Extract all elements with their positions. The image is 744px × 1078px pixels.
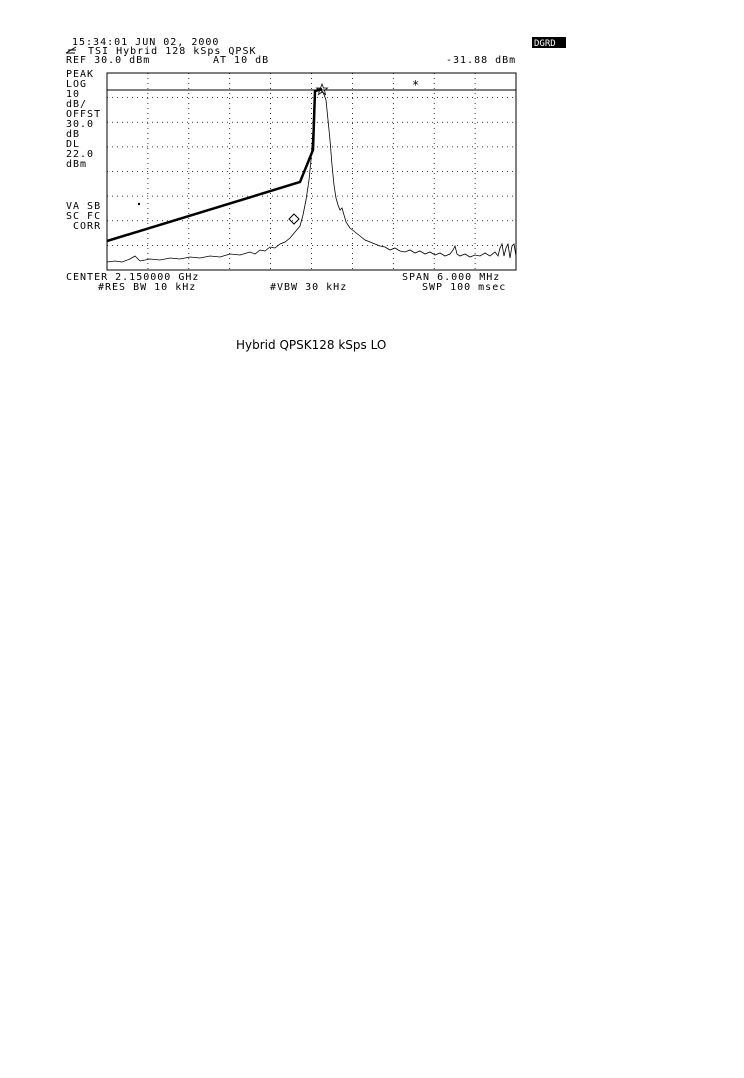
video-bandwidth: #VBW 30 kHz xyxy=(270,282,347,293)
annotation: dB/ xyxy=(66,99,87,110)
status: DGRD xyxy=(534,39,556,49)
sweep-time: SWP 100 msec xyxy=(422,282,506,293)
icon xyxy=(65,46,77,54)
annotation: 22.0 xyxy=(66,149,94,160)
annotation: dBm xyxy=(66,159,87,170)
marker-readout: -31.88 dBm xyxy=(446,55,516,66)
annotation: VA SB xyxy=(66,201,101,212)
annotation: PEAK xyxy=(66,69,94,80)
annotation: SC FC xyxy=(66,211,101,222)
caption: Hybrid QPSK128 kSps LO xyxy=(236,338,386,352)
annotation: 30.0 xyxy=(66,119,94,130)
resolution-bandwidth: #RES BW 10 kHz xyxy=(98,282,196,293)
annotation: CORR xyxy=(66,221,101,232)
attenuation: AT 10 dB xyxy=(213,55,269,66)
title: TSI Hybrid 128 kSps QPSK xyxy=(88,46,257,57)
ref-level: REF 30.0 dBm xyxy=(66,55,150,66)
center-frequency: CENTER 2.150000 GHz xyxy=(66,272,199,283)
dot-marker xyxy=(137,202,141,206)
peak-marker xyxy=(315,82,329,96)
timestamp: 15:34:01 JUN 02, 2000 xyxy=(72,37,219,48)
annotation: 10 xyxy=(66,89,80,100)
annotation: DL xyxy=(66,139,80,150)
annotation: LOG xyxy=(66,79,87,90)
graticule xyxy=(107,73,516,270)
status-box xyxy=(532,37,566,48)
star-marker: * xyxy=(412,78,420,92)
span: SPAN 6.000 MHz xyxy=(402,272,500,283)
annotation: dB xyxy=(66,129,80,140)
annotation: OFFST xyxy=(66,109,101,120)
limit-line xyxy=(106,87,323,243)
trace xyxy=(106,89,517,263)
marker-diamond xyxy=(288,213,300,225)
